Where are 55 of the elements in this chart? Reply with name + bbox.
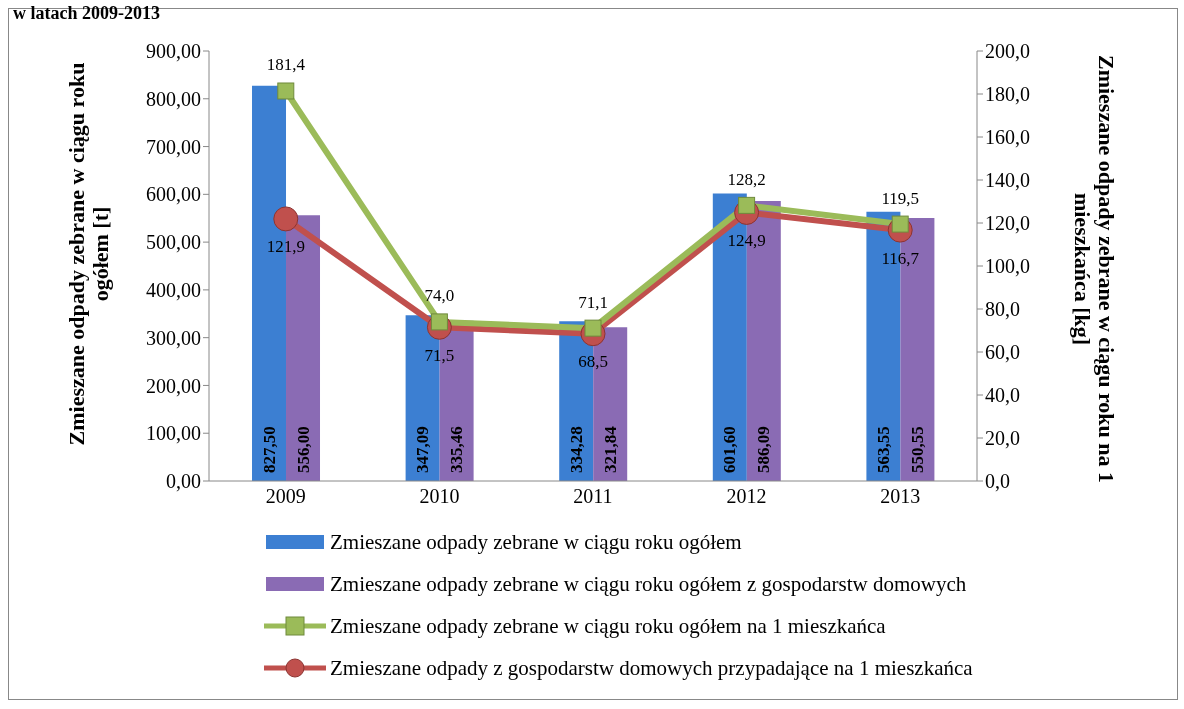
y2-tick-label: 200,0 (985, 40, 1030, 63)
y2-tick-label: 40,0 (985, 384, 1020, 407)
x-tick-label: 2013 (880, 485, 921, 508)
y-tick-label: 800,00 (146, 87, 201, 110)
y2-tick-label: 100,0 (985, 255, 1030, 278)
legend-label: Zmieszane odpady z gospodarstw domowych przypadające na 1 mieszkańca (330, 655, 973, 681)
y-tick-label: 100,00 (146, 422, 201, 445)
y2-tick-label: 60,0 (985, 341, 1020, 364)
legend-label: Zmieszane odpady zebrane w ciągu roku ogółem (330, 529, 742, 555)
y-tick-label: 300,00 (146, 326, 201, 349)
data-label: 347,09 (413, 426, 433, 473)
y2-axis-title: Zmieszane odpady zebrane w ciągu roku na 1 mieszkańca [kg] (1070, 54, 1119, 485)
data-label: 827,50 (259, 426, 279, 473)
data-label: 68,5 (578, 352, 608, 372)
data-label: 550,55 (907, 426, 927, 473)
data-label: 71,5 (424, 345, 455, 365)
y-axis-title: Zmieszane odpady zebrane w ciągu roku ogółem [t] (64, 61, 113, 448)
y2-tick-label: 140,0 (985, 169, 1030, 192)
data-label: 119,5 (881, 188, 920, 208)
x-tick-label: 2009 (265, 485, 306, 508)
data-label: 121,9 (266, 237, 305, 257)
y-tick-label: 600,00 (146, 183, 201, 206)
data-label: 556,00 (293, 426, 313, 473)
data-label: 563,55 (873, 426, 893, 473)
y-tick-label: 900,00 (146, 40, 201, 63)
x-tick-label: 2010 (419, 485, 460, 508)
data-label: 334,28 (566, 426, 586, 473)
y2-tick-label: 160,0 (985, 126, 1030, 149)
y2-tick-label: 20,0 (985, 427, 1020, 450)
y-tick-label: 0,00 (166, 470, 201, 493)
data-label: 335,46 (447, 426, 467, 473)
data-label: 601,60 (720, 426, 740, 473)
data-label: 71,1 (578, 292, 608, 312)
data-label: 116,7 (881, 248, 920, 268)
x-tick-label: 2011 (573, 485, 613, 508)
y2-tick-label: 120,0 (985, 212, 1030, 235)
data-label: 128,2 (727, 169, 766, 189)
legend-label: Zmieszane odpady zebrane w ciągu roku ogółem z gospodarstw domowych (330, 571, 967, 597)
x-tick-label: 2012 (726, 485, 767, 508)
y2-tick-label: 80,0 (985, 298, 1020, 321)
data-label: 124,9 (727, 230, 766, 250)
legend-label: Zmieszane odpady zebrane w ciągu roku ogółem na 1 mieszkańca (330, 613, 886, 639)
point (273, 206, 299, 232)
y-tick-label: 500,00 (146, 231, 201, 254)
y-tick-label: 700,00 (146, 135, 201, 158)
y-tick-label: 400,00 (146, 278, 201, 301)
data-label: 321,84 (600, 425, 620, 473)
data-label: 586,09 (754, 426, 774, 473)
data-label: 74,0 (424, 286, 455, 306)
point (277, 82, 295, 100)
y2-tick-label: 0,0 (985, 470, 1010, 493)
y2-tick-label: 180,0 (985, 83, 1030, 106)
chart-title: w latach 2009-2013 (13, 3, 160, 24)
data-label: 181,4 (266, 55, 306, 75)
y-tick-label: 200,00 (146, 374, 201, 397)
